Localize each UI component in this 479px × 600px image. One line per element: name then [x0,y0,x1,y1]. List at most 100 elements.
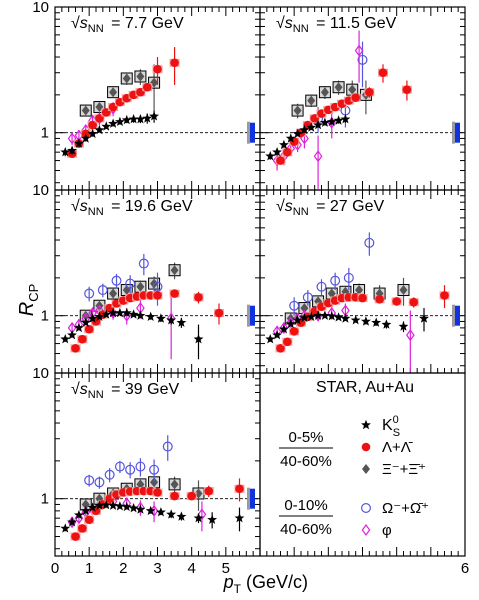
legend-group1-bottom: 40-60% [280,453,332,470]
data-point-lambda [84,324,94,334]
data-point-lambda [187,491,196,501]
data-point-k0s [398,321,409,331]
energy-label-value: = 27 GeV [312,198,385,215]
series-lambda [70,289,224,353]
data-point-xi [327,288,336,299]
legend-label-xi: Ξ⁻+Ξ̄⁺ [382,461,426,478]
data-point-omega [94,477,105,488]
data-point-omega [149,464,160,475]
panel-frame [54,6,261,191]
data-point-lambda [142,82,152,92]
normalization-band-syst [247,304,250,327]
data-point-omega [302,292,313,303]
data-point-k0s [128,114,139,124]
y-axis-title-main: R [16,302,38,316]
data-point-phi [354,44,364,57]
legend-label-k0s-sup: 0 [393,414,399,426]
normalization-band-syst [247,121,250,144]
data-point-xi [293,105,302,116]
data-point-xi [136,71,145,82]
data-point-phi [313,150,323,163]
energy-label: √sNN = 7.7 GeV [71,15,184,35]
energy-label-sub: NN [293,23,309,35]
data-point-k0s [285,318,296,329]
data-point-omega [316,281,327,292]
data-point-k0s [306,311,317,321]
data-point-xi [81,499,90,510]
data-point-k0s [333,115,344,125]
data-point-k0s [115,307,125,318]
data-point-xi [300,303,309,314]
legend-marker-k0s [361,419,371,430]
data-point-lambda [194,293,203,302]
series-omega [84,253,163,306]
data-point-k0s [108,118,118,128]
energy-label-value: = 19.6 GeV [107,198,193,215]
data-point-k0s [285,133,296,143]
data-point-k0s [299,312,310,323]
data-point-lambda [78,524,87,533]
data-point-k0s [115,116,125,126]
data-point-lambda [153,291,162,300]
data-point-k0s [193,513,204,523]
series-k0s [265,114,351,161]
data-point-k0s [67,517,77,527]
data-point-omega [84,475,95,486]
data-point-lambda [409,297,419,307]
legend: STAR, Au+Au 0-5% 40-60% 0-10% 40-60% 6 K… [259,372,469,577]
data-point-k0s [156,507,166,517]
data-point-xi [109,87,118,98]
data-point-lambda [351,93,360,102]
data-point-k0s [156,313,166,323]
data-point-k0s [101,121,112,131]
data-point-k0s [326,116,337,126]
legend-marker-xi [362,464,370,474]
data-point-lambda [283,147,292,157]
data-point-k0s [145,311,156,321]
data-point-k0s [333,312,344,322]
data-point-k0s [60,334,71,344]
data-point-xi [307,95,316,106]
data-point-xi [320,87,329,98]
normalization-band-syst [452,304,455,327]
data-point-lambda [392,297,401,306]
energy-label-prefix: √s [71,198,88,215]
data-point-k0s [145,505,156,516]
panel-4: √sNN = 27 GeV [259,189,466,374]
data-point-k0s [121,307,132,318]
legend-label-lambda: Λ+Λ̄ [382,439,413,456]
data-point-k0s [265,334,276,344]
x-axis-title-unit: (GeV/c) [246,572,308,592]
data-point-k0s [94,500,105,510]
normalization-band [250,305,255,326]
data-point-k0s [67,145,77,155]
data-point-omega [114,461,125,472]
data-point-phi [279,321,289,334]
legend-label-phi: φ [382,522,392,539]
data-point-omega [162,441,173,452]
data-point-phi [122,309,132,322]
y-tick-label: 1 [41,308,49,325]
data-point-k0s [74,509,84,520]
normalization-band [250,488,255,509]
data-point-k0s [115,501,125,511]
data-point-lambda [358,293,367,303]
x-tick-label: 1 [85,560,93,577]
x-tick-label: 6 [461,560,469,577]
data-point-omega [138,258,149,269]
data-point-k0s [292,315,303,325]
data-point-lambda [214,308,224,318]
data-point-omega [343,272,354,283]
data-point-lambda [235,484,244,494]
data-point-k0s [279,139,289,150]
energy-label-prefix: √s [71,15,88,32]
data-point-lambda [170,58,179,68]
data-point-xi [334,82,343,93]
y-axis-title: RCP [16,284,41,317]
series-k0s [60,499,245,533]
data-point-xi [109,288,118,299]
data-point-k0s [340,313,351,323]
series-k0s [60,307,204,360]
energy-label-value: = 11.5 GeV [312,15,397,32]
data-point-lambda [440,291,449,300]
